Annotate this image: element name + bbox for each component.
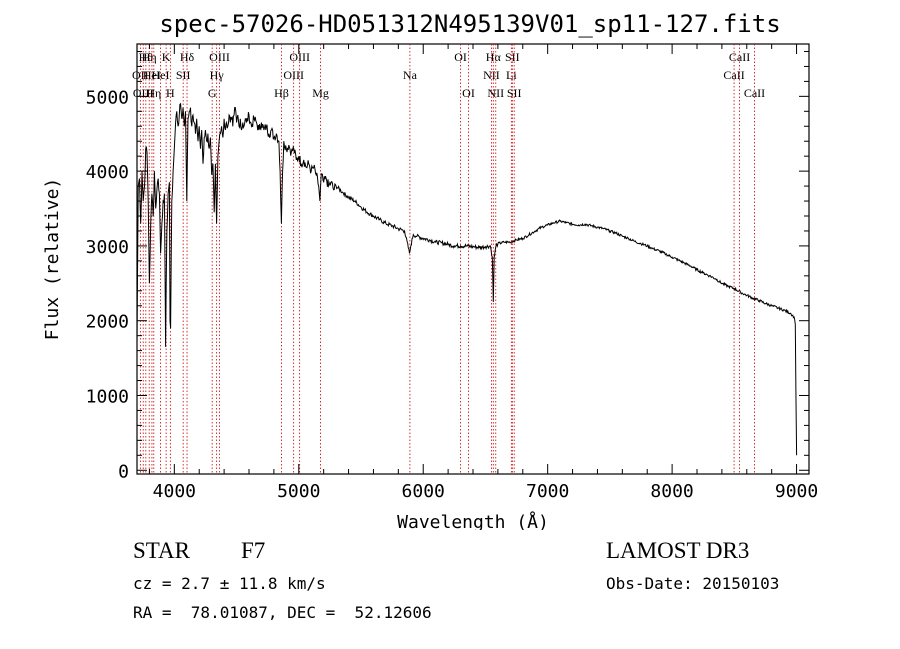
line-marker-label-5: Hη xyxy=(146,86,161,100)
spectrum-line xyxy=(136,102,798,456)
x-axis-ticks: 4000 5000 6000 7000 8000 9000 xyxy=(148,44,818,502)
y-axis-label: Flux (relative) xyxy=(42,178,63,341)
x-tick-label-3: 7000 xyxy=(526,481,569,502)
y-tick-label-1: 1000 xyxy=(86,386,129,407)
line-marker-label-12: Hγ xyxy=(210,68,225,82)
x-tick-label-0: 4000 xyxy=(153,481,196,502)
line-marker-label-14: Hβ xyxy=(274,86,289,100)
line-marker-label-28: CaII xyxy=(729,50,750,64)
obs-date: Obs-Date: 20150103 xyxy=(606,574,780,593)
survey-name: LAMOST DR3 xyxy=(606,538,750,563)
y-tick-label-2: 2000 xyxy=(86,312,129,333)
chart-title: spec-57026-HD051312N495139V01_sp11-127.f… xyxy=(159,10,780,38)
redshift-value: cz = 2.7 ± 11.8 km/s xyxy=(133,574,326,593)
object-subclass: F7 xyxy=(241,538,266,563)
line-marker-label-17: Mg xyxy=(312,86,329,100)
x-axis-label: Wavelength (Å) xyxy=(397,511,549,530)
line-marker-label-22: Hα xyxy=(486,50,502,64)
y-axis-ticks: 0 1000 2000 3000 4000 5000 xyxy=(86,50,809,482)
x-tick-label-4: 8000 xyxy=(650,481,693,502)
line-marker-label-10: Hδ xyxy=(180,50,195,64)
ra-dec-coords: RA = 78.01087, DEC = 52.12606 xyxy=(133,603,432,622)
line-marker-label-26: SII xyxy=(507,86,522,100)
line-marker-label-0: OII xyxy=(132,68,149,82)
line-marker-label-2: Hθ xyxy=(139,50,154,64)
line-marker-label-11: G xyxy=(208,86,217,100)
line-markers: OIIOIIIHθHηHeIHηHeIKHSIIHδGHγOIIIHβOIIIO… xyxy=(132,44,765,474)
line-marker-label-7: K xyxy=(162,50,171,64)
line-marker-label-8: H xyxy=(166,86,175,100)
plot-frame xyxy=(136,43,810,475)
line-marker-label-6: HeI xyxy=(152,68,170,82)
line-marker-label-23: NII xyxy=(487,86,504,100)
y-tick-label-5: 5000 xyxy=(86,87,129,108)
line-marker-label-21: NII xyxy=(483,68,500,82)
y-tick-label-4: 4000 xyxy=(86,162,129,183)
line-marker-label-25: SII xyxy=(505,50,520,64)
line-marker-label-20: OI xyxy=(462,86,475,100)
line-marker-label-4: HeI xyxy=(143,68,161,82)
object-class: STAR xyxy=(133,538,190,563)
line-marker-label-15: OIII xyxy=(283,68,304,82)
y-tick-label-3: 3000 xyxy=(86,237,129,258)
x-tick-label-1: 5000 xyxy=(277,481,320,502)
line-marker-label-24: Li xyxy=(506,68,517,82)
spectrum-chart: spec-57026-HD051312N495139V01_sp11-127.f… xyxy=(42,10,818,530)
line-marker-label-9: SII xyxy=(176,68,191,82)
line-marker-label-29: CaII xyxy=(744,86,765,100)
x-tick-label-5: 9000 xyxy=(775,481,818,502)
line-marker-label-3: Hη xyxy=(142,50,157,64)
line-marker-label-27: CaII xyxy=(723,68,744,82)
x-tick-label-2: 6000 xyxy=(402,481,445,502)
line-marker-label-18: Na xyxy=(403,68,418,82)
line-marker-label-13: OIII xyxy=(209,50,230,64)
y-tick-label-0: 0 xyxy=(118,461,129,482)
line-marker-label-19: OI xyxy=(454,50,467,64)
line-marker-label-16: OIII xyxy=(289,50,310,64)
